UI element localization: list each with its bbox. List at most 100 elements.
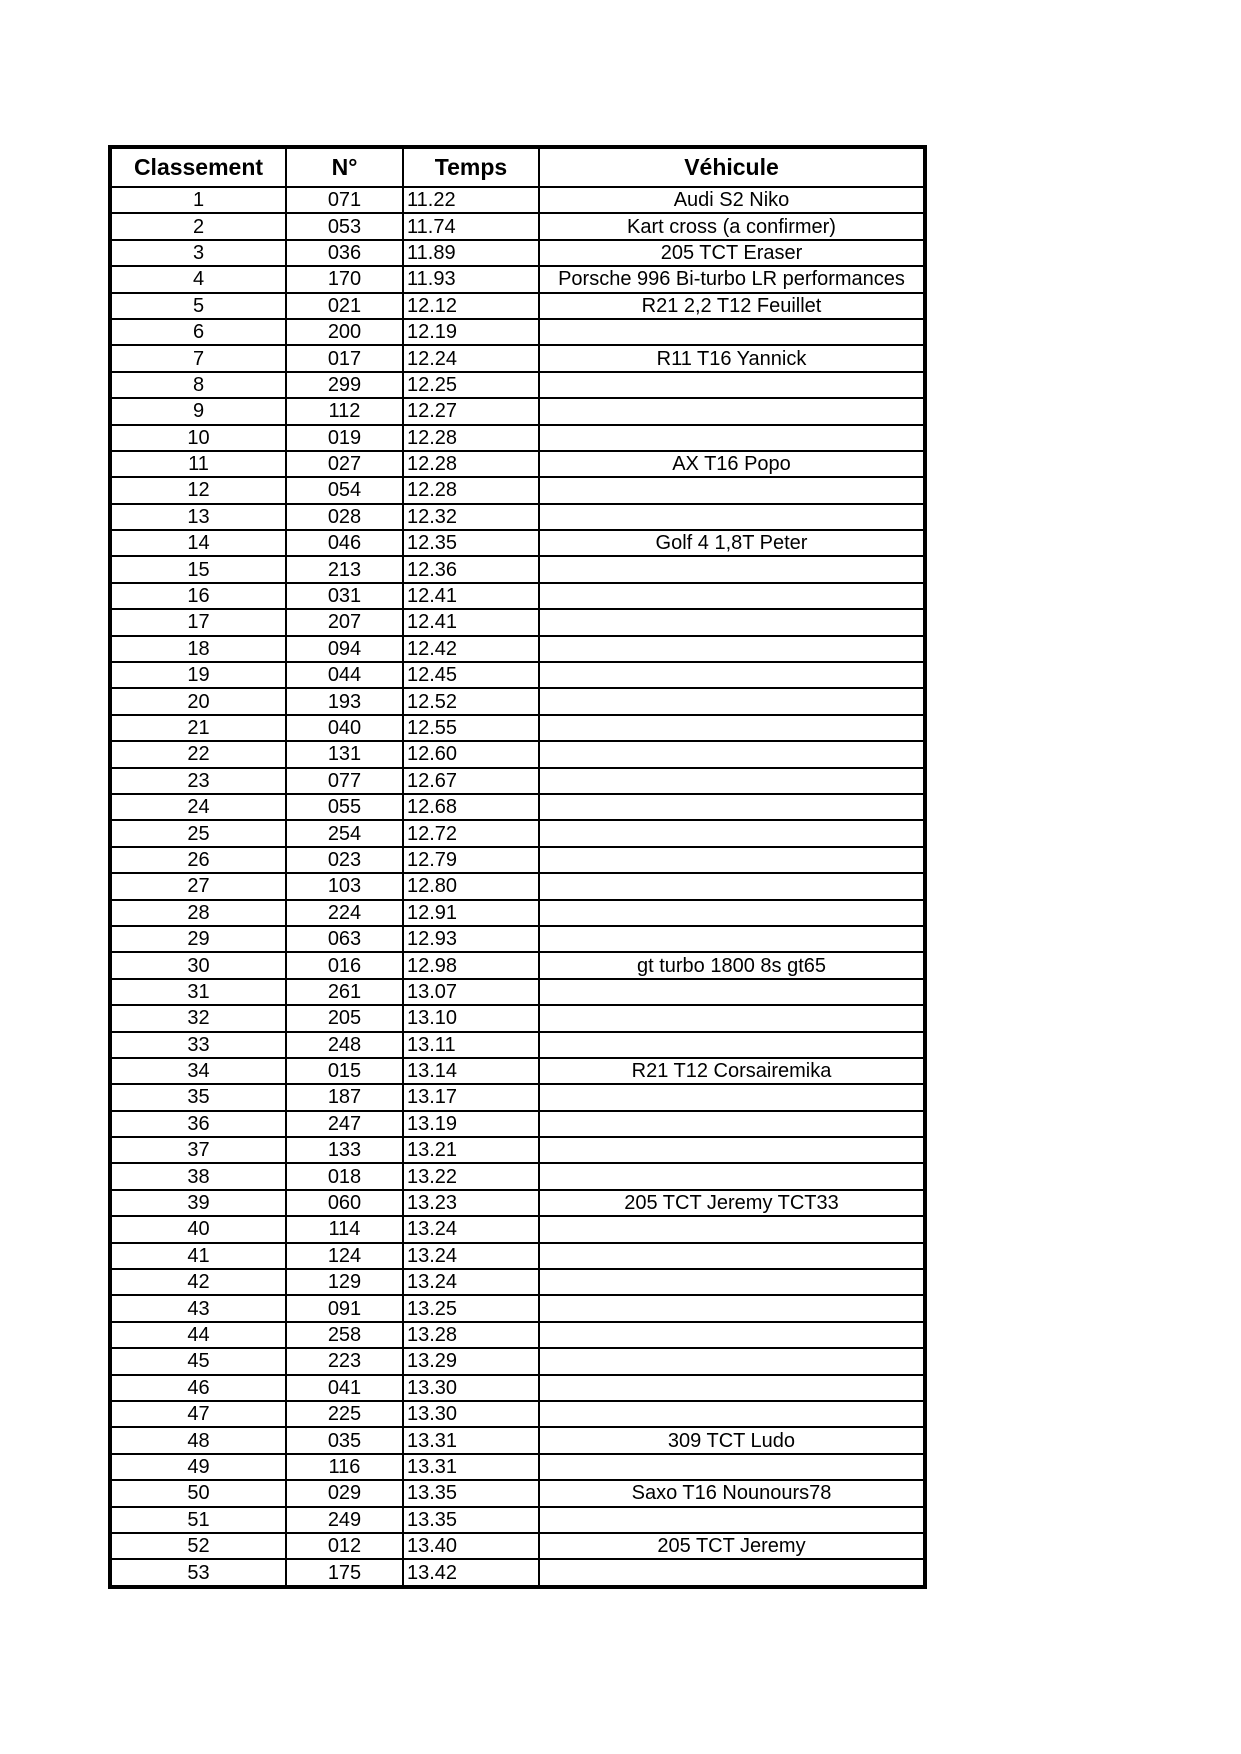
table-row: 42 129 13.24 [109, 1268, 926, 1297]
rank-cell: 32 [109, 1004, 287, 1033]
time-cell: 13.40 [402, 1531, 540, 1561]
rank-cell: 46 [109, 1373, 287, 1402]
table-row: 38 018 13.22 [109, 1162, 926, 1191]
time-cell: 13.31 [402, 1426, 540, 1455]
time-cell: 12.27 [402, 397, 540, 426]
time-cell: 13.28 [402, 1320, 540, 1350]
rank-cell: 26 [109, 845, 287, 875]
vehicle-cell: 205 TCT Jeremy [538, 1531, 926, 1561]
vehicle-cell [538, 1268, 926, 1297]
rank-cell: 43 [109, 1294, 287, 1323]
rank-cell: 31 [109, 977, 287, 1007]
rank-cell: 13 [109, 502, 287, 532]
time-cell: 13.24 [402, 1268, 540, 1297]
vehicle-cell [538, 1399, 926, 1429]
rank-cell: 29 [109, 924, 287, 954]
vehicle-cell [538, 872, 926, 901]
vehicle-cell: 309 TCT Ludo [538, 1426, 926, 1455]
time-cell: 13.19 [402, 1109, 540, 1139]
rank-cell: 22 [109, 740, 287, 769]
time-cell: 13.07 [402, 977, 540, 1007]
vehicle-cell [538, 1373, 926, 1402]
vehicle-cell [538, 634, 926, 664]
rank-cell: 6 [109, 317, 287, 347]
vehicle-cell [538, 1136, 926, 1165]
vehicle-cell [538, 1030, 926, 1059]
vehicle-cell [538, 1320, 926, 1350]
vehicle-cell [538, 1083, 926, 1112]
number-cell: 248 [285, 1030, 404, 1059]
column-header-numero: N° [285, 146, 404, 188]
table-row: 19 044 12.45 [109, 661, 926, 690]
table-row: 9 112 12.27 [109, 397, 926, 426]
rank-cell: 18 [109, 634, 287, 664]
time-cell: 12.93 [402, 924, 540, 954]
rank-cell: 51 [109, 1505, 287, 1534]
table-row: 39 060 13.23 205 TCT Jeremy TCT33 [109, 1188, 926, 1218]
rank-cell: 39 [109, 1188, 287, 1218]
number-cell: 054 [285, 476, 404, 505]
number-cell: 103 [285, 872, 404, 901]
time-cell: 13.14 [402, 1056, 540, 1086]
table-row: 31 261 13.07 [109, 977, 926, 1007]
column-header-classement: Classement [109, 146, 287, 188]
table-row: 25 254 12.72 [109, 819, 926, 848]
number-cell: 129 [285, 1268, 404, 1297]
vehicle-cell [538, 977, 926, 1007]
time-cell: 11.93 [402, 265, 540, 294]
table-row: 45 223 13.29 [109, 1347, 926, 1376]
number-cell: 036 [285, 238, 404, 268]
time-cell: 13.35 [402, 1479, 540, 1508]
vehicle-cell: Saxo T16 Nounours78 [538, 1479, 926, 1508]
table-row: 48 035 13.31 309 TCT Ludo [109, 1426, 926, 1455]
table-row: 11 027 12.28 AX T16 Popo [109, 449, 926, 479]
rank-cell: 28 [109, 898, 287, 927]
table-row: 13 028 12.32 [109, 502, 926, 532]
rank-cell: 38 [109, 1162, 287, 1191]
number-cell: 027 [285, 449, 404, 479]
vehicle-cell [538, 502, 926, 532]
time-cell: 12.91 [402, 898, 540, 927]
number-cell: 077 [285, 766, 404, 795]
number-cell: 019 [285, 423, 404, 452]
time-cell: 12.68 [402, 792, 540, 822]
rank-cell: 50 [109, 1479, 287, 1508]
time-cell: 12.80 [402, 872, 540, 901]
table-row: 18 094 12.42 [109, 634, 926, 664]
vehicle-cell: R11 T16 Yannick [538, 344, 926, 373]
vehicle-cell [538, 1241, 926, 1271]
number-cell: 060 [285, 1188, 404, 1218]
vehicle-cell [538, 581, 926, 611]
vehicle-cell: AX T16 Popo [538, 449, 926, 479]
results-table-body: 1 071 11.22 Audi S2 Niko 2 053 11.74 Kar… [109, 185, 926, 1588]
vehicle-cell [538, 819, 926, 848]
vehicle-cell [538, 476, 926, 505]
rank-cell: 37 [109, 1136, 287, 1165]
vehicle-cell [538, 1215, 926, 1244]
time-cell: 11.74 [402, 212, 540, 241]
table-row: 2 053 11.74 Kart cross (a confirmer) [109, 212, 926, 241]
table-row: 52 012 13.40 205 TCT Jeremy [109, 1531, 926, 1561]
table-row: 14 046 12.35 Golf 4 1,8T Peter [109, 529, 926, 558]
vehicle-cell [538, 1004, 926, 1033]
number-cell: 053 [285, 212, 404, 241]
number-cell: 028 [285, 502, 404, 532]
rank-cell: 12 [109, 476, 287, 505]
rank-cell: 5 [109, 291, 287, 320]
number-cell: 254 [285, 819, 404, 848]
rank-cell: 40 [109, 1215, 287, 1244]
rank-cell: 9 [109, 397, 287, 426]
number-cell: 031 [285, 581, 404, 611]
rank-cell: 20 [109, 687, 287, 716]
number-cell: 299 [285, 370, 404, 400]
vehicle-cell [538, 898, 926, 927]
number-cell: 012 [285, 1531, 404, 1561]
time-cell: 13.42 [402, 1558, 540, 1588]
time-cell: 13.21 [402, 1136, 540, 1165]
number-cell: 247 [285, 1109, 404, 1139]
vehicle-cell: Audi S2 Niko [538, 185, 926, 215]
table-row: 47 225 13.30 [109, 1399, 926, 1429]
table-row: 24 055 12.68 [109, 792, 926, 822]
table-row: 3 036 11.89 205 TCT Eraser [109, 238, 926, 268]
table-row: 12 054 12.28 [109, 476, 926, 505]
